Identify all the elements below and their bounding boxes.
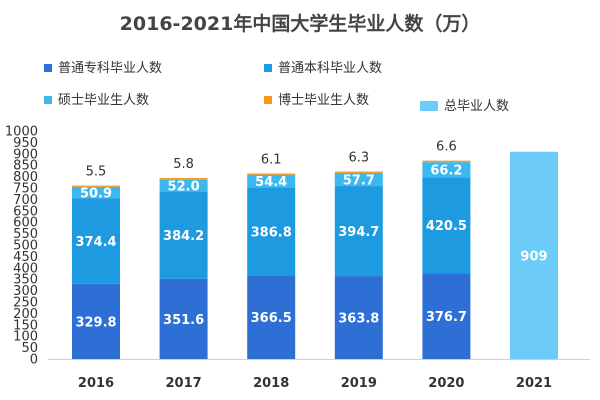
y-tick-label: 500 bbox=[13, 239, 38, 254]
bar-segment bbox=[159, 278, 208, 359]
bar-segment-label: 384.2 bbox=[163, 229, 204, 244]
y-axis: 0501001502002503003504004505005506006507… bbox=[5, 125, 38, 368]
bar-segment bbox=[72, 186, 120, 199]
x-tick-label: 2021 bbox=[516, 376, 552, 391]
bar-segment bbox=[72, 283, 120, 359]
bar-segment-label: 386.8 bbox=[251, 225, 292, 240]
legend-label: 博士毕业生人数 bbox=[278, 93, 369, 108]
x-tick-label: 2020 bbox=[428, 376, 464, 391]
y-tick-label: 100 bbox=[13, 330, 38, 345]
bar-segment bbox=[334, 186, 383, 277]
y-tick-label: 1000 bbox=[5, 125, 38, 140]
bar-segment bbox=[159, 178, 208, 180]
y-tick-label: 450 bbox=[13, 250, 38, 265]
bar-segment bbox=[159, 179, 208, 192]
bar-segment bbox=[334, 171, 383, 173]
bar-segment bbox=[510, 151, 558, 359]
bar-segment-label: 52.0 bbox=[168, 179, 200, 194]
bar-segment-label: 909 bbox=[520, 249, 547, 264]
y-tick-label: 800 bbox=[13, 170, 38, 185]
bar-segment-label: 376.7 bbox=[426, 310, 467, 325]
bar-segment bbox=[422, 160, 471, 163]
bar-segment bbox=[422, 162, 471, 178]
bars: 329.8 374.4 50.9 5.5 351.6 384.2 52.0 5.8 366.5 3… bbox=[72, 140, 558, 359]
bar-segment-label: 50.9 bbox=[80, 187, 112, 202]
y-tick-label: 750 bbox=[13, 182, 38, 197]
y-tick-label: 900 bbox=[13, 147, 38, 162]
legend-label: 总毕业人数 bbox=[444, 99, 509, 114]
bar-segment-label: 366.5 bbox=[251, 311, 292, 326]
y-tick-label: 600 bbox=[13, 216, 38, 231]
y-tick-label: 150 bbox=[13, 318, 38, 333]
bar-segment bbox=[422, 177, 471, 274]
y-tick-label: 850 bbox=[13, 159, 38, 174]
bar-top-label: 6.1 bbox=[261, 152, 282, 167]
bar-segment bbox=[422, 273, 471, 359]
bar-segment bbox=[72, 185, 120, 187]
x-tick-label: 2019 bbox=[341, 376, 377, 391]
bar-top-label: 6.3 bbox=[348, 150, 369, 165]
legend-label: 硕士毕业生人数 bbox=[58, 93, 149, 108]
x-tick-label: 2018 bbox=[253, 376, 289, 391]
bar-segment bbox=[334, 276, 383, 359]
y-tick-label: 250 bbox=[13, 296, 38, 311]
legend-swatch bbox=[44, 64, 52, 72]
y-tick-label: 300 bbox=[13, 284, 38, 299]
legend-label: 普通本科毕业人数 bbox=[278, 61, 382, 76]
y-tick-label: 400 bbox=[13, 261, 38, 276]
bar-segment bbox=[334, 172, 383, 187]
x-tick-label: 2017 bbox=[166, 376, 202, 391]
bar-segment bbox=[247, 173, 296, 175]
y-tick-label: 200 bbox=[13, 307, 38, 322]
legend-swatch bbox=[264, 64, 272, 72]
bar-segment bbox=[247, 174, 296, 188]
x-axis: 2016 2017 2018 2019 2020 2021 bbox=[48, 359, 590, 391]
bar-top-label: 6.6 bbox=[436, 140, 457, 155]
x-tick-label: 2016 bbox=[78, 376, 114, 391]
y-tick-label: 550 bbox=[13, 227, 38, 242]
bar-segment-label: 351.6 bbox=[163, 313, 204, 328]
bar-segment bbox=[247, 275, 296, 359]
legend-swatch bbox=[420, 101, 438, 111]
bar-segment-label: 54.4 bbox=[255, 175, 287, 190]
y-tick-label: 50 bbox=[21, 341, 38, 356]
y-tick-label: 950 bbox=[13, 136, 38, 151]
bar-segment-label: 57.7 bbox=[343, 173, 375, 188]
bar-segment bbox=[72, 198, 120, 284]
bar-segment-label: 66.2 bbox=[430, 164, 462, 179]
bar-segment bbox=[159, 191, 208, 279]
y-tick-label: 350 bbox=[13, 273, 38, 288]
bar-segment-label: 363.8 bbox=[338, 312, 379, 327]
bar-segment-label: 420.5 bbox=[426, 219, 467, 234]
bar-segment bbox=[247, 187, 296, 276]
bar-segment-label: 374.4 bbox=[75, 235, 116, 250]
y-tick-label: 700 bbox=[13, 193, 38, 208]
legend-swatch bbox=[264, 96, 272, 104]
bar-segment-label: 394.7 bbox=[338, 225, 379, 240]
bar-top-label: 5.8 bbox=[173, 157, 194, 172]
bar-top-label: 5.5 bbox=[86, 165, 107, 180]
y-tick-label: 0 bbox=[30, 353, 38, 368]
bar-segment-label: 329.8 bbox=[75, 315, 116, 330]
chart-title: 2016-2021年中国大学生毕业人数（万） bbox=[120, 12, 481, 35]
legend-swatch bbox=[44, 96, 52, 104]
legend-label: 普通专科毕业人数 bbox=[58, 61, 162, 76]
y-tick-label: 650 bbox=[13, 204, 38, 219]
